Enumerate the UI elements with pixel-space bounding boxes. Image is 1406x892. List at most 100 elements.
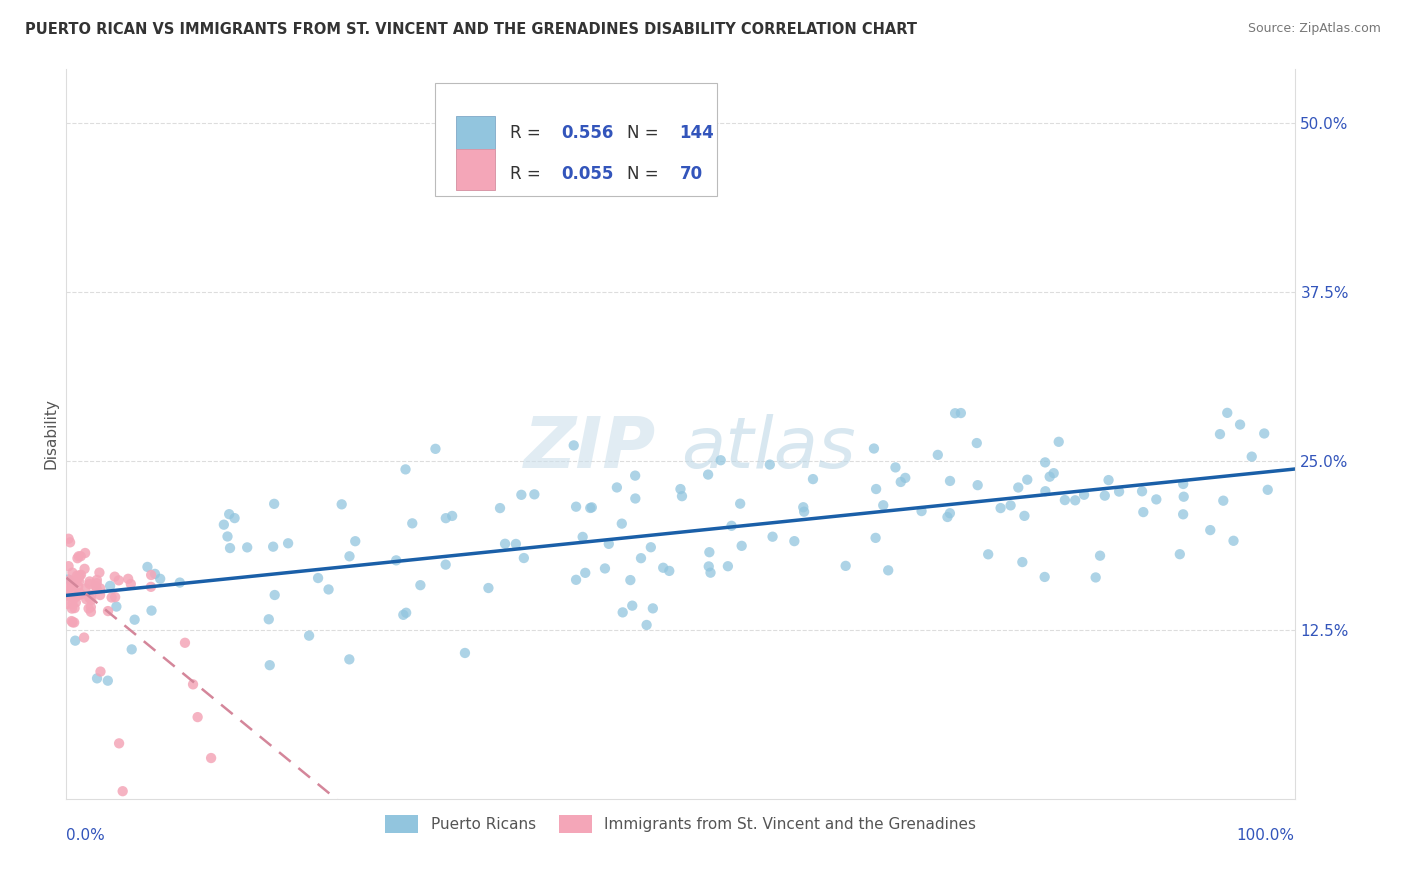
Point xyxy=(79,574,101,589)
Point xyxy=(669,482,692,496)
Point xyxy=(73,631,96,645)
Point xyxy=(927,448,949,462)
Text: R =: R = xyxy=(510,124,546,143)
Text: 144: 144 xyxy=(679,124,714,143)
Point xyxy=(107,574,129,588)
Point xyxy=(489,501,512,516)
Point xyxy=(977,547,1000,561)
Point xyxy=(943,406,966,420)
Point xyxy=(298,629,321,643)
Point xyxy=(1017,473,1039,487)
Point xyxy=(66,589,89,603)
Point xyxy=(98,579,121,593)
Point xyxy=(75,592,97,607)
Point xyxy=(636,618,658,632)
Point xyxy=(75,546,97,560)
Point xyxy=(236,541,259,555)
Point xyxy=(966,478,988,492)
Point xyxy=(624,491,647,506)
Point xyxy=(139,568,162,582)
Text: N =: N = xyxy=(627,165,664,183)
Point xyxy=(80,600,103,615)
Point xyxy=(494,537,516,551)
Point xyxy=(60,614,83,628)
Point xyxy=(56,597,79,611)
Point xyxy=(89,665,111,679)
Point xyxy=(720,518,742,533)
Point xyxy=(200,751,222,765)
Point xyxy=(277,536,299,550)
Point xyxy=(105,599,128,614)
Point xyxy=(66,551,89,566)
Point xyxy=(1088,549,1111,563)
Point xyxy=(894,471,917,485)
Point xyxy=(86,582,108,597)
Point xyxy=(606,480,628,494)
Point xyxy=(187,710,209,724)
Point xyxy=(59,590,82,604)
Point xyxy=(60,582,83,596)
Point xyxy=(1053,493,1076,508)
Text: 0.556: 0.556 xyxy=(561,124,614,143)
Point xyxy=(337,652,360,666)
Point xyxy=(86,576,108,591)
Point xyxy=(62,574,84,589)
Point xyxy=(395,606,418,620)
Point xyxy=(344,534,367,549)
Text: ZIP: ZIP xyxy=(524,414,657,483)
Point xyxy=(621,599,644,613)
Point xyxy=(121,642,143,657)
Point xyxy=(949,406,972,420)
Text: atlas: atlas xyxy=(681,414,855,483)
Point xyxy=(581,500,603,515)
Point xyxy=(67,574,90,589)
Y-axis label: Disability: Disability xyxy=(44,398,58,469)
Text: 70: 70 xyxy=(679,165,703,183)
Point xyxy=(731,539,754,553)
Point xyxy=(990,501,1012,516)
Point xyxy=(565,500,588,514)
Point xyxy=(67,571,90,585)
Point xyxy=(1222,533,1244,548)
Point xyxy=(571,530,593,544)
Point xyxy=(641,601,664,615)
Point xyxy=(60,580,83,594)
Point xyxy=(1132,505,1154,519)
Point xyxy=(1171,508,1194,522)
Point xyxy=(58,559,80,574)
Point xyxy=(58,573,80,587)
Point xyxy=(1108,484,1130,499)
Point xyxy=(1084,570,1107,584)
Point xyxy=(124,613,146,627)
Point xyxy=(1064,493,1087,508)
Point xyxy=(1047,434,1070,449)
Point xyxy=(434,558,457,572)
Point xyxy=(562,438,585,452)
Point xyxy=(1000,499,1022,513)
Point xyxy=(59,535,82,549)
Point xyxy=(80,605,103,619)
Point xyxy=(1097,473,1119,487)
Point xyxy=(793,505,815,519)
Point xyxy=(117,572,139,586)
Point xyxy=(652,561,675,575)
Point xyxy=(307,571,329,585)
Point xyxy=(1094,489,1116,503)
Point xyxy=(60,566,83,580)
Point xyxy=(385,553,408,567)
Point xyxy=(136,560,159,574)
Point xyxy=(108,736,131,750)
Point xyxy=(801,472,824,486)
Point xyxy=(77,601,100,615)
Point xyxy=(104,569,127,583)
Point xyxy=(513,551,536,566)
FancyBboxPatch shape xyxy=(456,149,495,190)
Point xyxy=(1212,493,1234,508)
Text: Source: ZipAtlas.com: Source: ZipAtlas.com xyxy=(1247,22,1381,36)
Point xyxy=(1130,484,1153,499)
Point xyxy=(174,636,197,650)
Point xyxy=(717,559,740,574)
Point xyxy=(79,591,101,605)
Text: 0.055: 0.055 xyxy=(561,165,614,183)
Point xyxy=(624,468,647,483)
